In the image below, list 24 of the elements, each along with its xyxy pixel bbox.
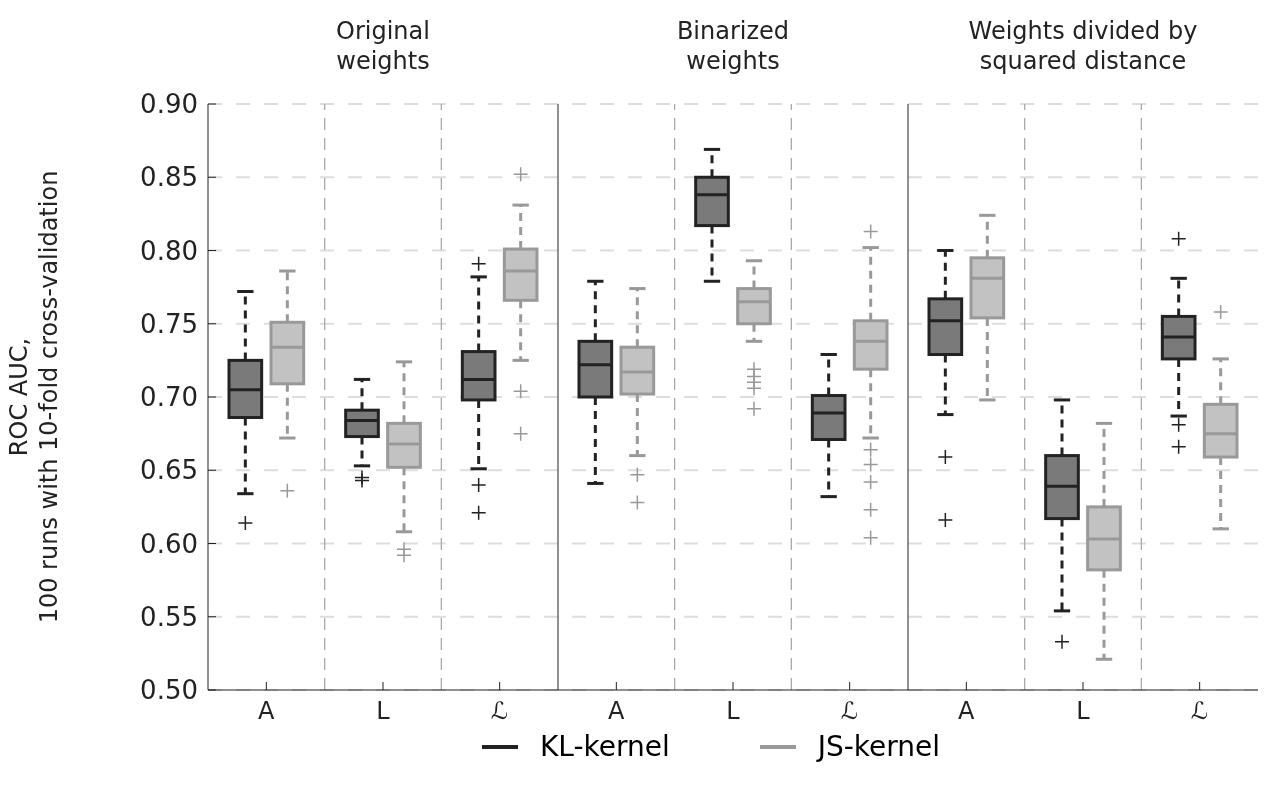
y-tick-label: 0.50 (140, 675, 198, 706)
x-tick-label: L (376, 697, 391, 726)
text: Binarized weights (675, 16, 791, 76)
x-tick-label: A (258, 697, 276, 726)
y-tick-label: 0.65 (140, 455, 198, 486)
y-tick-label: 0.75 (140, 308, 198, 339)
x-tick-label: L (1076, 697, 1091, 726)
y-tick-label: 0.55 (140, 601, 198, 632)
legend-label: KL-kernel (539, 730, 670, 763)
y-tick-label: 0.60 (140, 528, 198, 559)
legend-label: JS-kernel (817, 730, 941, 763)
text: Original weights (335, 16, 431, 76)
x-tick-label: A (608, 697, 626, 726)
x-tick-label: ℒ (491, 697, 509, 726)
x-tick-label: ℒ (841, 697, 859, 726)
y-axis-title: ROC AUC, 100 runs with 10-fold cross-validation (5, 170, 63, 624)
x-tick-label: L (726, 697, 741, 726)
y-tick-label: 0.70 (140, 382, 198, 413)
x-tick-label: A (958, 697, 976, 726)
y-tick-label: 0.85 (140, 162, 198, 193)
text: Weights divided by squared distance (967, 16, 1199, 76)
x-tick-label: ℒ (1191, 697, 1209, 726)
y-tick-label: 0.80 (140, 235, 198, 266)
y-tick-label: 0.90 (140, 89, 198, 120)
